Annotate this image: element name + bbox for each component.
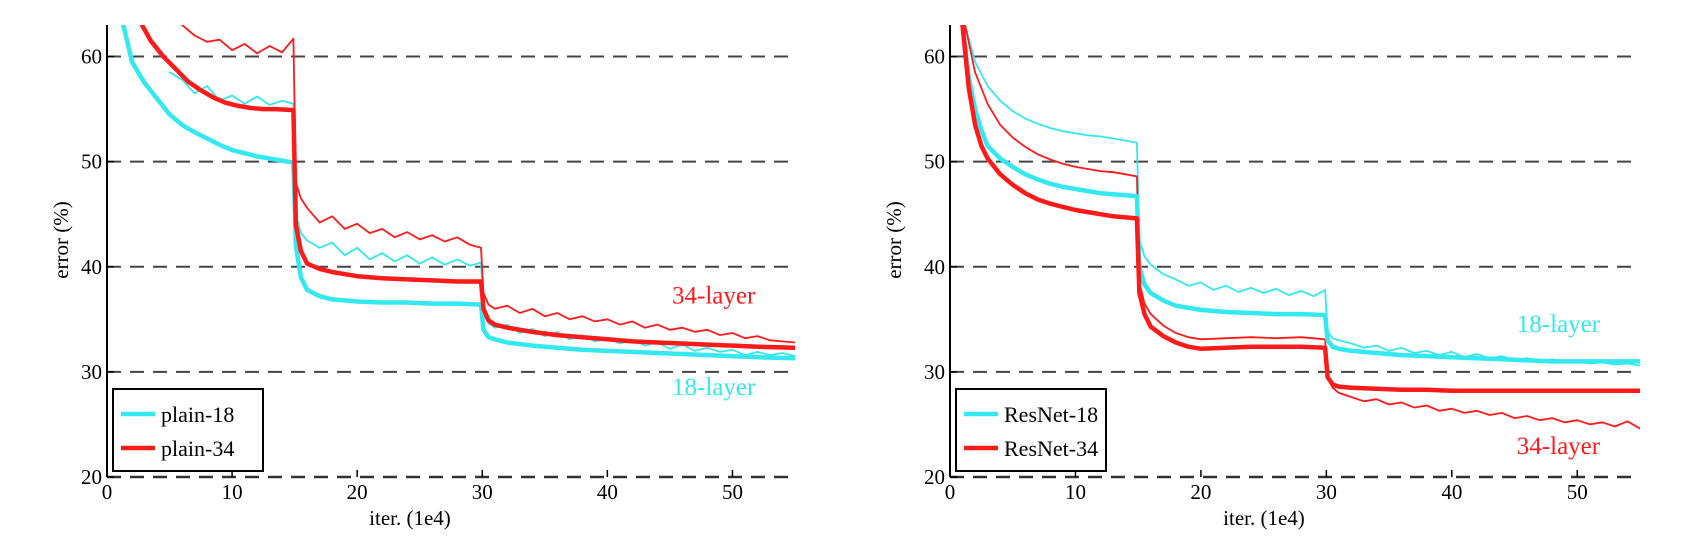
series-line-plain-18 bbox=[121, 25, 795, 361]
series-line-resnet-18 bbox=[960, 25, 1640, 364]
x-tick-label: 20 bbox=[1190, 480, 1211, 504]
chart-panel-resnet: error (%) iter. (1e4) 0 10 20 30 40 50 20 30 40 5… bbox=[882, 25, 1640, 530]
x-axis-label: iter. (1e4) bbox=[369, 506, 451, 530]
x-tick-label: 30 bbox=[1316, 480, 1337, 504]
y-tick-label: 40 bbox=[924, 255, 945, 279]
y-tick-label: 60 bbox=[924, 45, 945, 69]
y-tick-label: 40 bbox=[81, 255, 102, 279]
legend: plain-18 plain-34 bbox=[112, 388, 264, 472]
x-tick-label: 50 bbox=[722, 480, 743, 504]
series-group bbox=[121, 25, 795, 361]
series-group bbox=[960, 25, 1640, 430]
x-tick-label: 40 bbox=[1441, 480, 1462, 504]
x-tick-label: 10 bbox=[222, 480, 243, 504]
y-axis-label: error (%) bbox=[49, 201, 73, 279]
legend-box bbox=[112, 388, 264, 472]
y-tick-label: 50 bbox=[924, 150, 945, 174]
y-tick-label: 30 bbox=[81, 360, 102, 384]
annotation-label: 34-layer bbox=[1517, 433, 1601, 460]
series-line-resnet-34 bbox=[960, 25, 1640, 394]
series-line-thin-3 bbox=[964, 25, 1640, 430]
series-line-plain-34 bbox=[139, 25, 795, 350]
y-tick-label: 20 bbox=[81, 465, 102, 489]
legend-entry: ResNet-18 bbox=[1004, 402, 1098, 427]
x-tick-label: 50 bbox=[1567, 480, 1588, 504]
annotation-label: 34-layer bbox=[672, 283, 756, 310]
x-tick-label: 30 bbox=[472, 480, 493, 504]
annotation-label: 18-layer bbox=[672, 374, 756, 401]
y-tick-label: 30 bbox=[924, 360, 945, 384]
y-tick-label: 50 bbox=[81, 150, 102, 174]
legend-entry: ResNet-34 bbox=[1004, 436, 1098, 461]
x-tick-label: 40 bbox=[597, 480, 618, 504]
legend-entry: plain-34 bbox=[161, 436, 234, 461]
x-tick-label: 10 bbox=[1065, 480, 1086, 504]
x-tick-label: 0 bbox=[102, 480, 113, 504]
y-tick-label: 20 bbox=[924, 465, 945, 489]
x-tick-label: 20 bbox=[347, 480, 368, 504]
legend-box bbox=[955, 388, 1107, 472]
y-tick-label: 60 bbox=[81, 45, 102, 69]
chart-panel-plain: error (%) iter. (1e4) 0 10 20 30 40 50 20 30 40 5… bbox=[49, 25, 795, 530]
y-axis-label: error (%) bbox=[882, 201, 906, 279]
legend: ResNet-18 ResNet-34 bbox=[955, 388, 1107, 472]
x-axis-label: iter. (1e4) bbox=[1223, 506, 1305, 530]
x-tick-label: 0 bbox=[945, 480, 956, 504]
legend-entry: plain-18 bbox=[161, 402, 234, 427]
series-line-thin-3 bbox=[181, 25, 795, 344]
annotation-label: 18-layer bbox=[1517, 311, 1601, 338]
